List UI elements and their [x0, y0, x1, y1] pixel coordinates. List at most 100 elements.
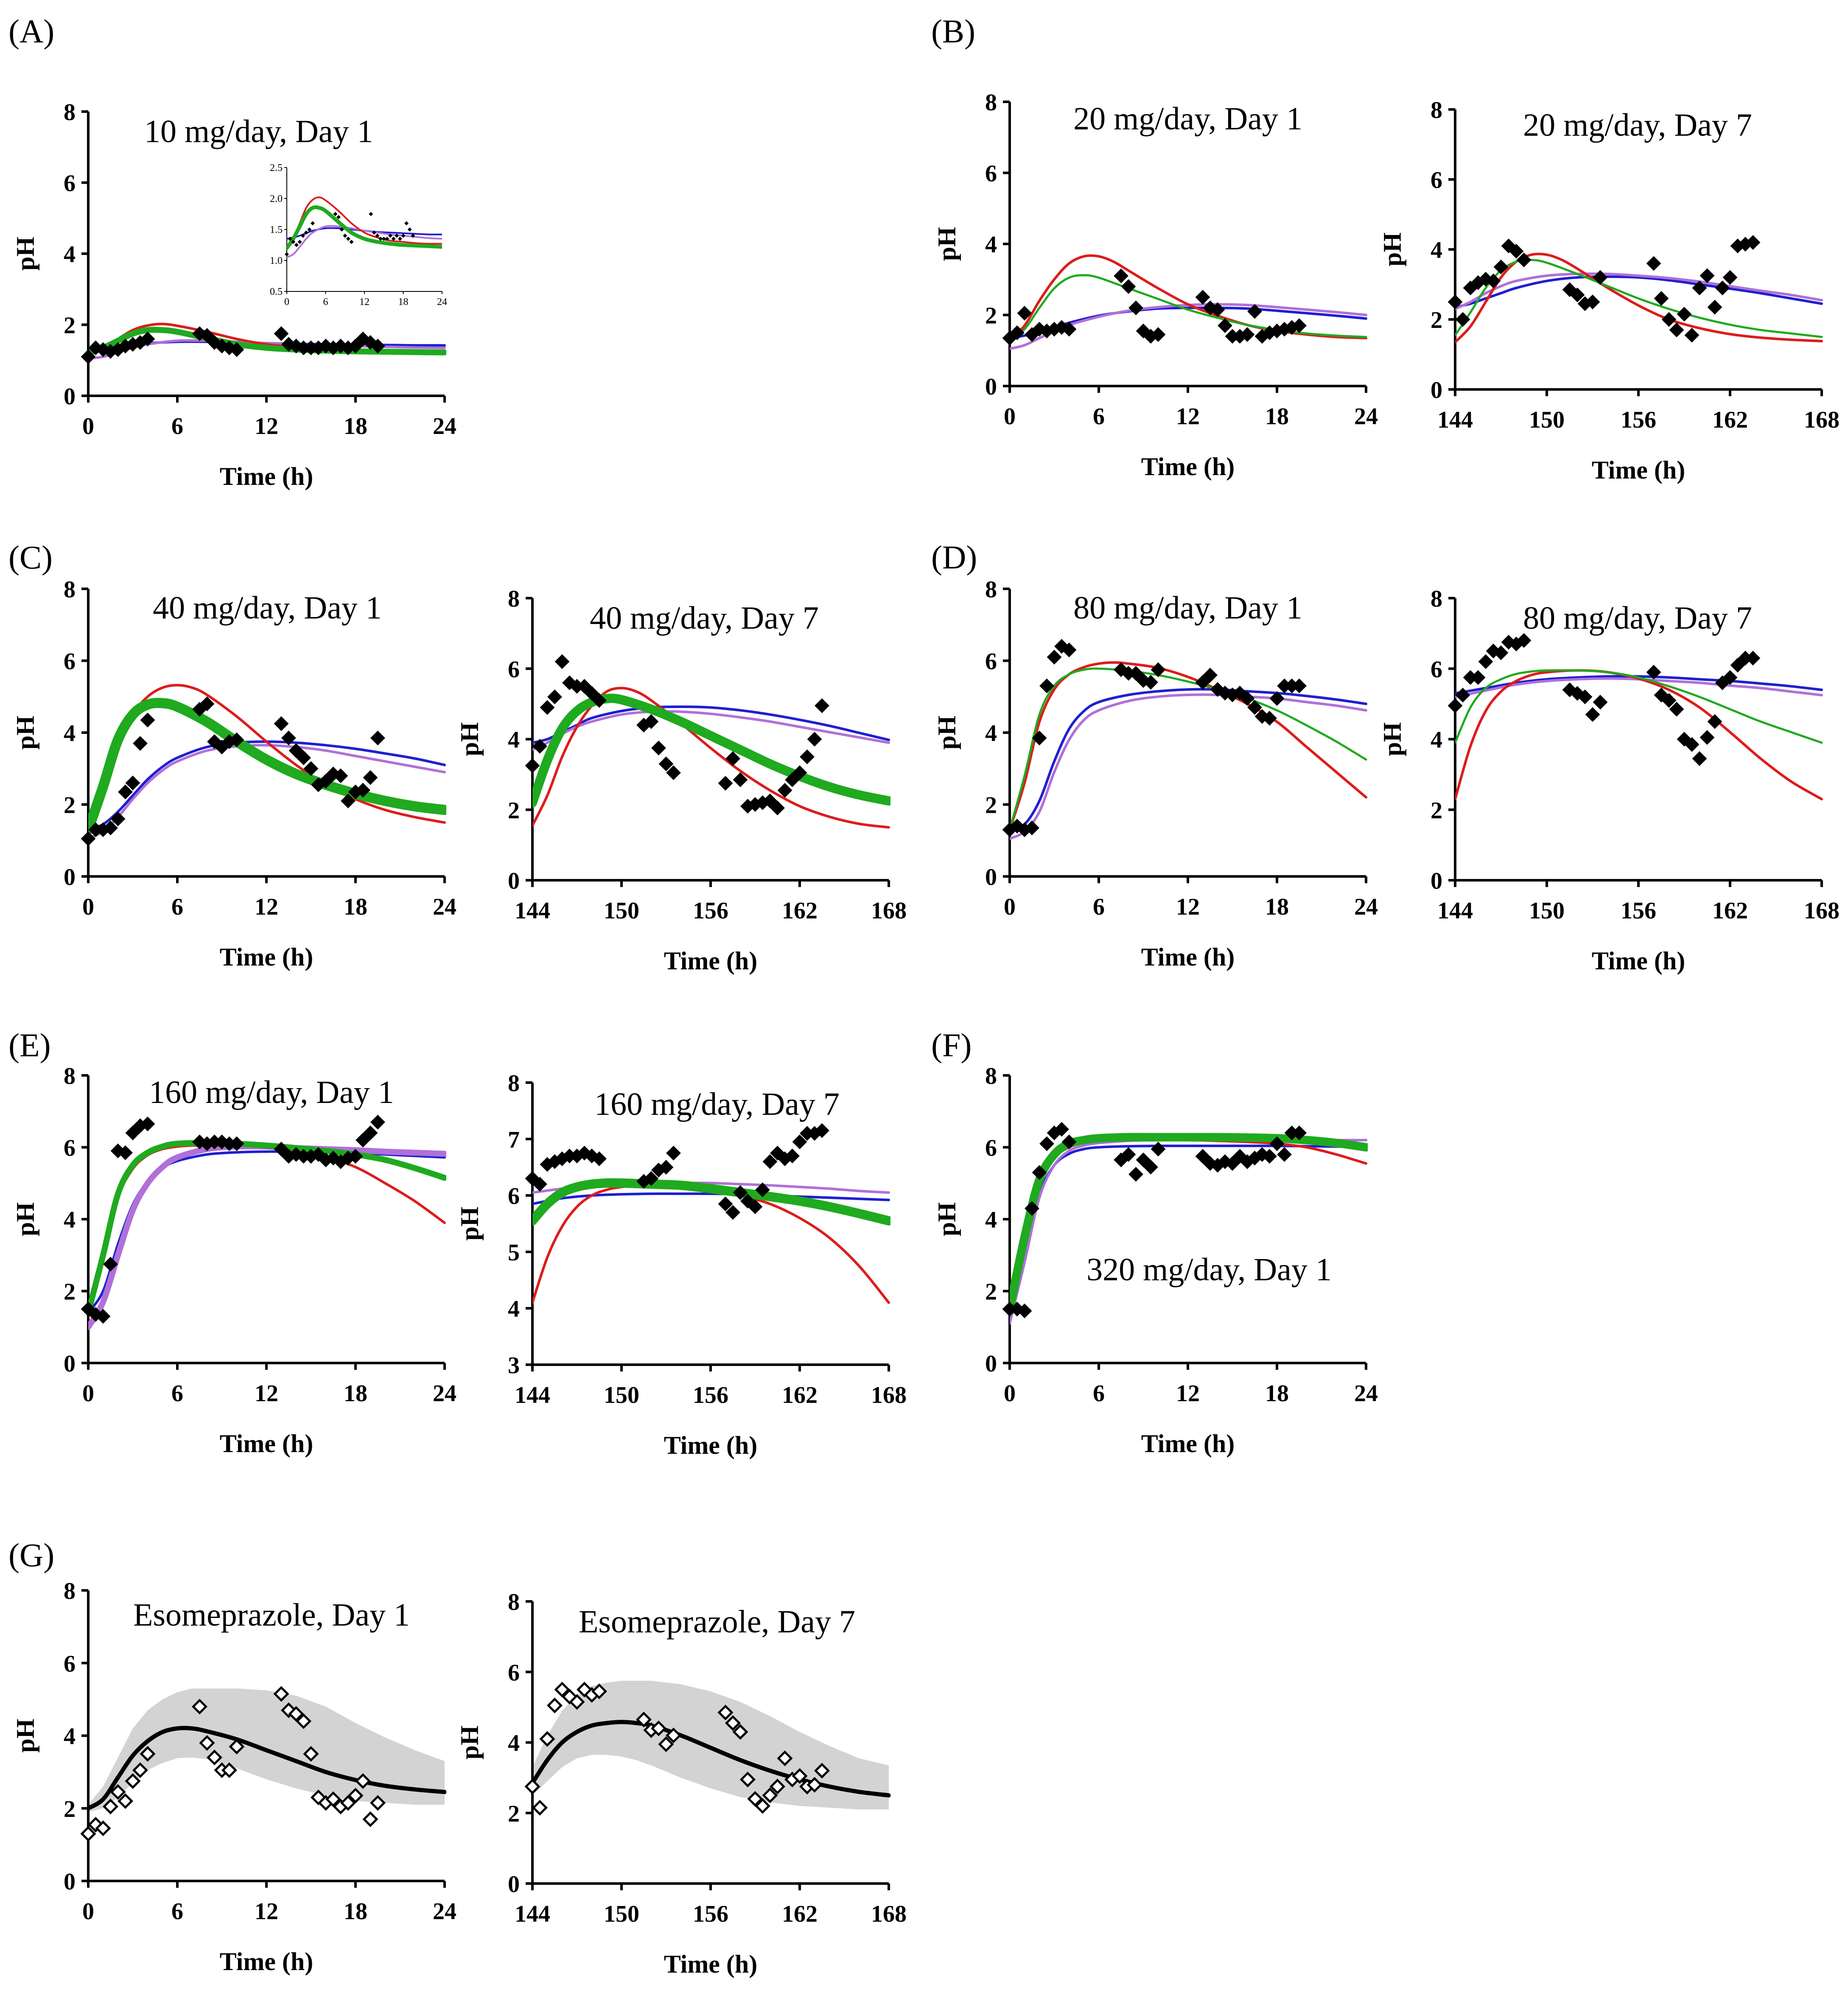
y-tick-label: 2: [1431, 307, 1442, 333]
observed-point: [554, 1682, 570, 1698]
observed-point: [1143, 675, 1158, 690]
observed-point: [1516, 633, 1532, 648]
y-tick-label: 6: [985, 1135, 997, 1162]
series-line-model-green: [532, 694, 890, 808]
observed-point: [370, 731, 385, 746]
y-tick-label: 6: [985, 161, 997, 187]
inset-x-tick-label: 18: [398, 297, 409, 308]
y-tick-label: 8: [508, 1070, 520, 1097]
y-tick-label: 4: [985, 1207, 997, 1233]
y-tick-label: 8: [985, 577, 997, 603]
y-tick-label: 2: [64, 792, 76, 819]
inset-observed-point: [311, 221, 315, 226]
x-tick-label: 0: [1004, 894, 1016, 920]
observed-point: [133, 736, 148, 751]
observed-point: [666, 1145, 681, 1161]
observed-point: [1039, 1136, 1054, 1151]
observed-point: [1143, 1159, 1158, 1175]
series-line-model-red: [532, 687, 890, 829]
panel-title: 160 mg/day, Day 1: [149, 1075, 394, 1110]
observed-point: [1478, 654, 1493, 669]
observed-point: [295, 1713, 312, 1729]
y-tick-label: 0: [985, 1351, 997, 1377]
observed-point: [658, 756, 674, 772]
observed-point: [199, 696, 215, 711]
series-line-model-green: [1455, 259, 1823, 338]
observed-point: [1210, 302, 1225, 317]
y-tick-label: 6: [508, 1183, 520, 1209]
inset-observed-point: [395, 233, 399, 238]
observed-point: [815, 698, 829, 713]
observed-point: [81, 349, 96, 364]
x-tick-label: 168: [1804, 407, 1840, 433]
observed-point: [1047, 649, 1062, 665]
inset-observed-point: [307, 227, 312, 232]
observed-point: [1114, 268, 1128, 283]
observed-point: [554, 654, 570, 669]
x-tick-label: 6: [1093, 894, 1105, 920]
observed-point: [591, 1683, 608, 1699]
x-tick-label: 150: [604, 1901, 639, 1927]
x-tick-label: 12: [1176, 403, 1200, 430]
panel-letter-label: (E): [8, 1027, 51, 1064]
observed-point: [651, 740, 666, 756]
observed-point: [132, 1762, 148, 1778]
observed-point: [747, 1791, 763, 1807]
observed-point: [348, 339, 363, 354]
inset-series-line-model-green: [287, 205, 442, 250]
series-line-model-green: [1010, 1133, 1368, 1313]
y-tick-label: 0: [64, 1869, 76, 1895]
series-line-model-blue: [1455, 275, 1823, 309]
x-tick-label: 18: [344, 1898, 367, 1925]
observed-point: [770, 800, 785, 816]
observed-point: [140, 712, 155, 728]
x-tick-label: 24: [1354, 403, 1378, 430]
x-axis-label: Time (h): [220, 943, 314, 971]
y-tick-label: 0: [1431, 868, 1442, 894]
y-tick-label: 2: [64, 313, 76, 339]
observed-point: [1646, 665, 1661, 680]
x-tick-label: 24: [433, 413, 456, 439]
observed-point: [191, 1699, 208, 1715]
y-tick-label: 0: [508, 868, 520, 894]
x-tick-label: 6: [1093, 403, 1105, 430]
observed-point: [1262, 711, 1277, 726]
y-tick-label: 2: [985, 792, 997, 819]
observed-point: [650, 1720, 667, 1736]
observed-point: [1151, 1142, 1166, 1157]
inset-observed-point: [385, 236, 389, 241]
observed-point: [206, 1749, 223, 1766]
inset-observed-point: [304, 230, 308, 235]
observed-point: [318, 773, 333, 789]
observed-point: [1277, 1147, 1292, 1162]
y-tick-label: 7: [508, 1127, 520, 1153]
series-line-model-purple: [532, 710, 890, 751]
x-tick-label: 150: [1529, 898, 1565, 924]
observed-point: [739, 1772, 756, 1788]
observed-point: [1195, 290, 1210, 305]
x-axis-label: Time (h): [1141, 1430, 1235, 1458]
observed-point: [532, 1800, 548, 1816]
x-tick-label: 24: [1354, 1380, 1378, 1407]
y-tick-label: 8: [64, 1063, 76, 1089]
panel-letter-label: (G): [8, 1537, 54, 1573]
x-tick-label: 156: [693, 1382, 728, 1408]
observed-point: [103, 820, 118, 836]
y-tick-label: 2: [985, 1279, 997, 1305]
y-tick-label: 2: [508, 798, 520, 824]
observed-point: [1700, 730, 1715, 745]
x-tick-label: 168: [871, 1382, 907, 1408]
y-axis-label: pH: [11, 1202, 39, 1236]
y-tick-label: 6: [64, 1135, 76, 1162]
x-tick-label: 24: [1354, 894, 1378, 920]
series-line-model-green: [88, 1140, 446, 1316]
x-tick-label: 6: [171, 894, 183, 920]
x-tick-label: 24: [433, 894, 456, 920]
observed-point: [792, 1134, 807, 1150]
x-tick-label: 18: [1265, 403, 1289, 430]
observed-point: [815, 1123, 829, 1138]
series-line-model-red: [1010, 254, 1367, 341]
